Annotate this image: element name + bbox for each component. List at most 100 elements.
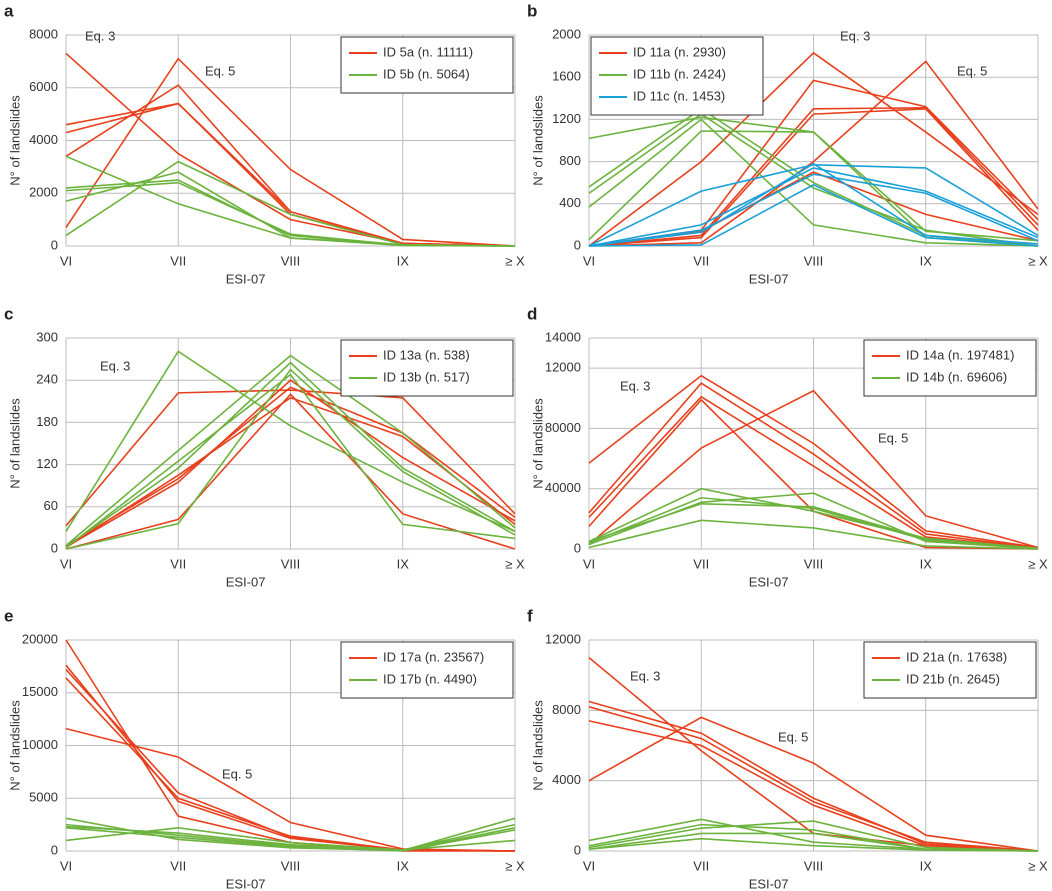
data-line — [588, 374, 1039, 549]
legend-label: ID 11c (n. 1453) — [633, 88, 725, 103]
data-line — [588, 51, 1039, 247]
data-line — [65, 57, 516, 247]
panel: b N° of landslides ESI-07 0 400 800 1200 1600 20… — [527, 1, 1048, 286]
y-tick-label: 2000 — [29, 185, 58, 200]
annotation: Eq. 5 — [878, 430, 908, 445]
x-tick-label: VIII — [804, 253, 824, 268]
data-line — [65, 826, 516, 851]
y-tick-label: 8000 — [29, 26, 58, 41]
x-tick-label: VIII — [281, 253, 301, 268]
x-tick-label: VIII — [281, 556, 301, 571]
x-axis-label: ESI-07 — [749, 876, 789, 891]
data-line — [588, 162, 1039, 247]
legend-label: ID 14a (n. 197481) — [906, 347, 1014, 362]
data-line — [588, 118, 1039, 247]
legend-box — [340, 36, 514, 94]
panel-label: b — [527, 1, 537, 20]
y-tick-label: 0 — [574, 842, 581, 857]
data-line — [588, 167, 1039, 247]
x-tick-label: ≥ X — [505, 556, 525, 571]
data-line — [65, 379, 516, 548]
legend-box — [340, 641, 514, 699]
y-tick-label: 0 — [574, 540, 581, 555]
data-line — [65, 396, 516, 549]
panel: d N° of landslides ESI-07 0 40000 80000 12000 1… — [527, 304, 1048, 589]
y-tick-label: 800 — [559, 153, 581, 168]
legend-label: ID 13b (n. 517) — [383, 369, 470, 384]
annotation: Eq. 5 — [222, 766, 252, 781]
x-tick-label: VII — [170, 858, 186, 873]
legend-label: ID 21b (n. 2645) — [906, 671, 1000, 686]
data-line — [65, 389, 516, 527]
data-line — [65, 361, 516, 548]
data-line — [65, 373, 516, 549]
x-tick-label: ≥ X — [505, 858, 525, 873]
data-line — [65, 160, 516, 247]
y-axis-label: N° of landslides — [530, 398, 545, 489]
annotation: Eq. 3 — [630, 668, 660, 683]
y-tick-label: 80000 — [545, 420, 581, 435]
panel: c N° of landslides ESI-07 0 60 120 180 240 300 VI… — [4, 304, 525, 589]
y-tick-label: 40000 — [545, 480, 581, 495]
y-tick-label: 2000 — [552, 26, 581, 41]
panel-label: e — [4, 606, 13, 625]
x-tick-label: ≥ X — [505, 253, 525, 268]
data-line — [65, 826, 516, 852]
x-axis-label: ESI-07 — [749, 271, 789, 286]
annotation: Eq. 5 — [957, 63, 987, 78]
data-line — [65, 350, 516, 533]
annotation: Eq. 5 — [205, 63, 235, 78]
y-tick-label: 0 — [51, 540, 58, 555]
data-line — [588, 163, 1039, 247]
x-tick-label: VI — [60, 858, 72, 873]
data-line — [588, 113, 1039, 247]
x-tick-label: VII — [693, 556, 709, 571]
y-tick-label: 180 — [36, 414, 58, 429]
y-axis-label: N° of landslides — [7, 398, 22, 489]
data-line — [65, 393, 516, 550]
legend-label: ID 5a (n. 11111) — [383, 44, 473, 59]
y-tick-label: 5000 — [29, 790, 58, 805]
legend-label: ID 5b (n. 5064) — [383, 66, 470, 81]
x-tick-label: IX — [920, 858, 933, 873]
y-tick-label: 8000 — [552, 702, 581, 717]
x-tick-label: VI — [583, 858, 595, 873]
x-axis-label: ESI-07 — [226, 271, 266, 286]
y-tick-label: 15000 — [22, 684, 58, 699]
legend-box — [863, 641, 1037, 699]
x-tick-label: VI — [60, 253, 72, 268]
legend: ID 14a (n. 197481) ID 14b (n. 69606) — [863, 339, 1037, 397]
y-axis-label: N° of landslides — [530, 700, 545, 791]
legend: ID 17a (n. 23567) ID 17b (n. 4490) — [340, 641, 514, 699]
data-line — [588, 837, 1039, 852]
x-tick-label: VII — [170, 556, 186, 571]
x-tick-label: ≥ X — [1028, 556, 1048, 571]
data-line — [65, 368, 516, 550]
annotation: Eq. 3 — [100, 358, 130, 373]
annotation: Eq. 3 — [620, 378, 650, 393]
panel-label: d — [527, 304, 537, 323]
x-tick-label: VII — [170, 253, 186, 268]
data-line — [588, 108, 1039, 247]
y-tick-label: 10000 — [22, 737, 58, 752]
x-tick-label: IX — [397, 858, 410, 873]
y-tick-label: 14000 — [545, 329, 581, 344]
y-tick-label: 4000 — [552, 772, 581, 787]
data-line — [588, 395, 1039, 550]
data-line — [588, 502, 1039, 550]
legend-label: ID 14b (n. 69606) — [906, 369, 1007, 384]
y-tick-label: 0 — [51, 842, 58, 857]
data-line — [65, 825, 516, 852]
x-tick-label: VIII — [804, 858, 824, 873]
y-tick-label: 0 — [574, 237, 581, 252]
legend-label: ID 11b (n. 2424) — [633, 66, 726, 81]
x-tick-label: VI — [583, 556, 595, 571]
x-tick-label: IX — [920, 253, 933, 268]
y-tick-label: 300 — [36, 329, 58, 344]
y-tick-label: 1600 — [552, 69, 581, 84]
data-line — [588, 382, 1039, 550]
y-axis-label: N° of landslides — [7, 95, 22, 186]
y-tick-label: 120 — [36, 456, 58, 471]
legend-label: ID 17b (n. 4490) — [383, 671, 477, 686]
